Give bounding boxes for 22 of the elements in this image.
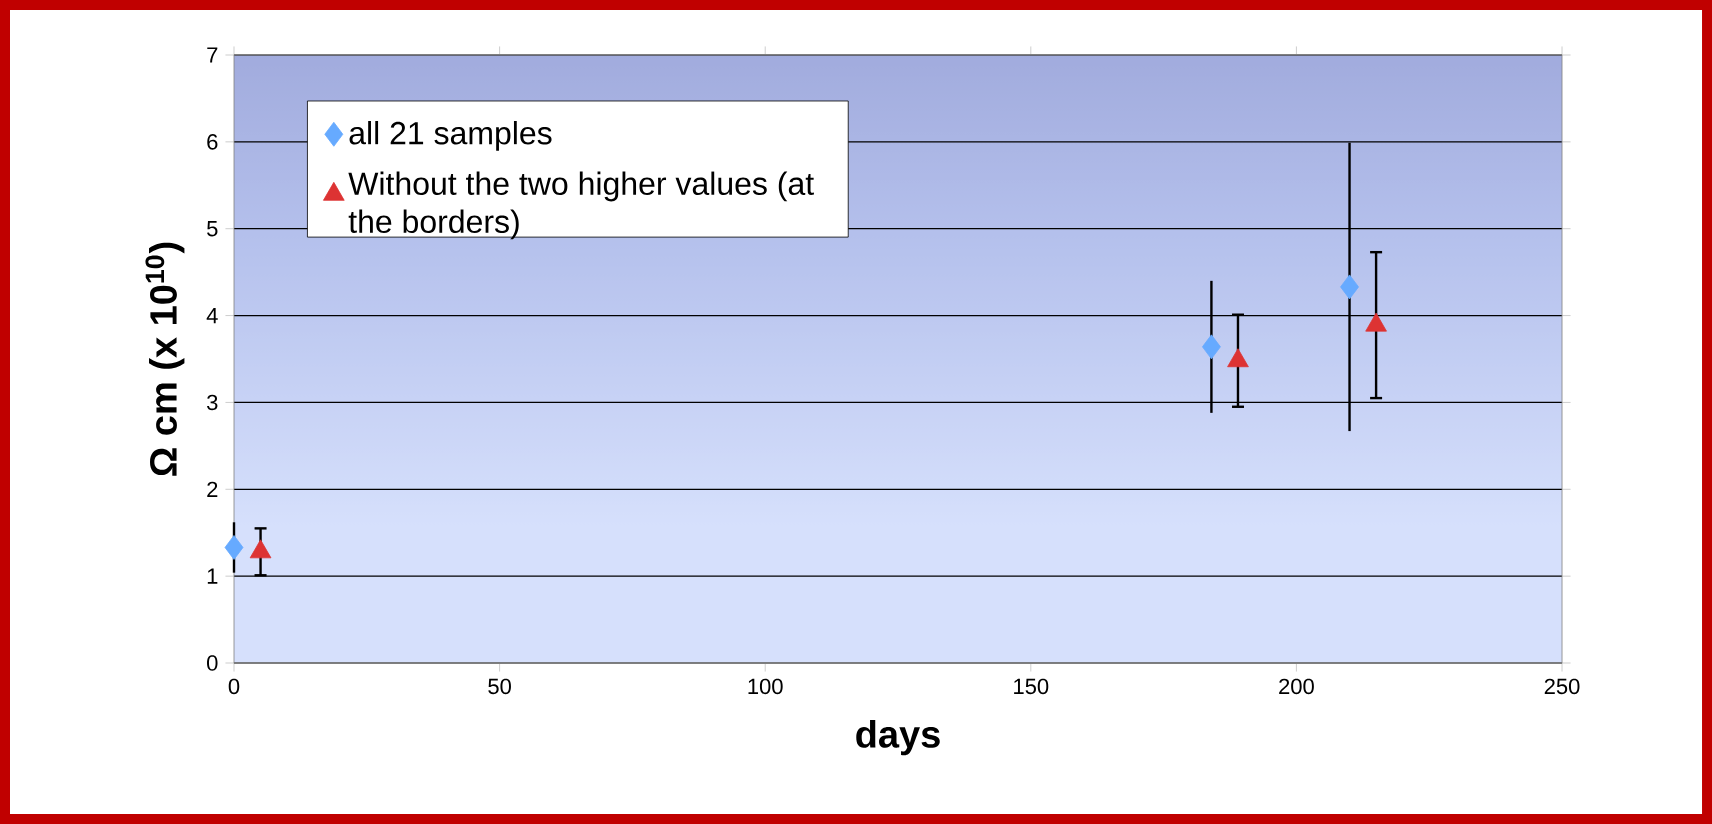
x-tick-label: 150	[1014, 678, 1049, 695]
legend-label: all 21 samples	[349, 121, 552, 151]
y-tick-label: 5	[207, 221, 218, 237]
legend-label: Without the two higher values (at the borders)	[348, 171, 814, 240]
point	[1227, 348, 1249, 368]
x-axis-title: days	[856, 719, 940, 756]
x-tick-label: 200	[1279, 678, 1314, 695]
x-tick-label: 50	[488, 678, 511, 695]
y-tick-label: 6	[207, 134, 218, 150]
y-tick-label: 2	[207, 481, 218, 497]
x-tick-label: 250	[1544, 678, 1580, 695]
y-tick-label: 1	[207, 568, 218, 584]
y-tick-label: 3	[207, 394, 218, 411]
y-tick-label: 7	[207, 47, 218, 63]
point	[1202, 334, 1221, 360]
point	[1340, 274, 1359, 300]
y-tick-label: 4	[206, 308, 218, 324]
y-tick-label: 0	[207, 655, 218, 671]
x-tick-label: 0	[228, 678, 240, 695]
point	[249, 539, 272, 559]
y-axis-title: Ω cm (x 10$^{10}$)	[145, 242, 185, 476]
x-tick-label: 100	[748, 678, 783, 695]
